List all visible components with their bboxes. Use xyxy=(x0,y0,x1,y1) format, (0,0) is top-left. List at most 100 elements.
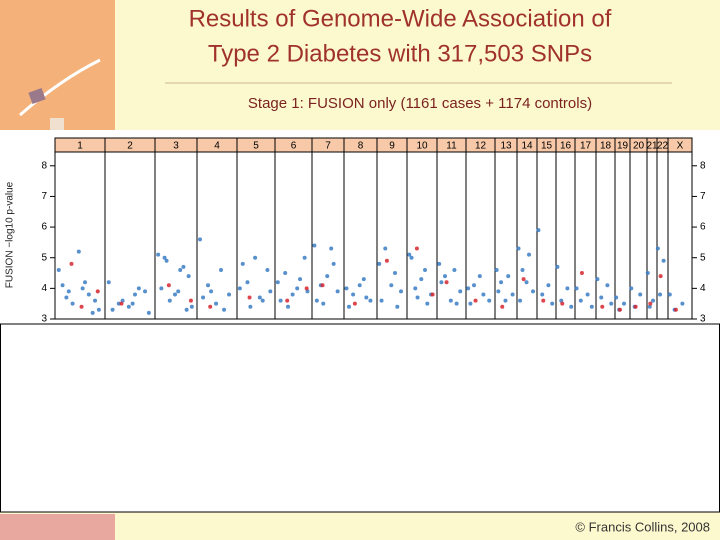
snp-point xyxy=(265,267,270,272)
snp-point xyxy=(166,283,171,288)
snp-point xyxy=(481,292,486,297)
snp-point xyxy=(633,304,638,309)
snp-point xyxy=(578,298,583,303)
snp-point xyxy=(617,307,622,312)
y-tick-label: 8 xyxy=(41,160,47,171)
snp-point xyxy=(275,280,280,285)
chromosome-label: 14 xyxy=(521,141,533,152)
snp-point xyxy=(283,271,288,276)
snp-point xyxy=(524,280,529,285)
snp-point xyxy=(555,264,560,269)
snp-point xyxy=(189,304,194,309)
snp-point xyxy=(425,301,430,306)
snp-point xyxy=(466,286,471,291)
snp-point xyxy=(95,289,100,294)
snp-point xyxy=(80,286,85,291)
y-tick-label: 7 xyxy=(41,191,47,202)
snp-point xyxy=(167,298,172,303)
snp-point xyxy=(527,252,532,257)
decor xyxy=(28,87,46,105)
snp-point xyxy=(541,298,546,303)
snp-point xyxy=(518,298,523,303)
snp-point xyxy=(257,295,262,300)
chromosome-label: 11 xyxy=(446,141,457,152)
snp-point xyxy=(414,246,419,251)
snp-point xyxy=(423,267,428,272)
snp-point xyxy=(454,301,459,306)
y-tick-label: 4 xyxy=(700,283,706,294)
snp-point xyxy=(320,283,325,288)
plot-background xyxy=(0,130,720,324)
snp-point xyxy=(304,286,309,291)
chromosome-label: 10 xyxy=(416,141,428,152)
snp-point xyxy=(471,283,476,288)
chromosome-label: 18 xyxy=(600,141,612,152)
snp-point xyxy=(146,310,151,315)
snp-point xyxy=(651,298,656,303)
snp-point xyxy=(130,301,135,306)
snp-point xyxy=(245,280,250,285)
snp-point xyxy=(325,274,330,279)
snp-point xyxy=(510,292,515,297)
snp-point xyxy=(253,255,258,260)
snp-point xyxy=(295,286,300,291)
snp-point xyxy=(352,301,357,306)
snp-point xyxy=(181,264,186,269)
snp-point xyxy=(384,258,389,263)
snp-point xyxy=(188,298,193,303)
snp-point xyxy=(164,258,169,263)
snp-point xyxy=(600,304,605,309)
snp-point xyxy=(159,286,164,291)
snp-point xyxy=(413,286,418,291)
snp-point xyxy=(64,295,69,300)
y-tick-label: 5 xyxy=(700,252,706,263)
blank-box xyxy=(0,323,720,513)
snp-point xyxy=(285,298,290,303)
snp-point xyxy=(208,304,213,309)
snp-point xyxy=(458,289,463,294)
y-tick-label: 3 xyxy=(41,314,47,325)
snp-point xyxy=(494,267,499,272)
snp-point xyxy=(500,304,505,309)
snp-point xyxy=(645,271,650,276)
snp-point xyxy=(648,301,653,306)
y-tick-label: 6 xyxy=(700,222,706,233)
snp-point xyxy=(106,280,111,285)
snp-point xyxy=(395,304,400,309)
snp-point xyxy=(473,298,478,303)
snp-point xyxy=(286,304,291,309)
snp-point xyxy=(536,228,541,233)
snp-point xyxy=(162,255,167,260)
snp-point xyxy=(531,289,536,294)
snp-point xyxy=(407,252,412,257)
snp-point xyxy=(647,304,652,309)
snp-point xyxy=(383,246,388,251)
y-axis-label: FUSION −log10 p-value xyxy=(5,181,16,288)
subtitle: Stage 1: FUSION only (1161 cases + 1174 … xyxy=(248,95,592,112)
snp-point xyxy=(379,298,384,303)
snp-point xyxy=(503,298,508,303)
snp-point xyxy=(83,280,88,285)
snp-point xyxy=(214,301,219,306)
snp-point xyxy=(520,267,525,272)
snp-point xyxy=(444,280,449,285)
snp-point xyxy=(70,301,75,306)
snp-point xyxy=(90,310,95,315)
snp-point xyxy=(298,277,303,282)
snp-point xyxy=(126,304,131,309)
chromosome-label: 12 xyxy=(475,141,487,152)
snp-point xyxy=(468,301,473,306)
snp-point xyxy=(658,292,663,297)
snp-point xyxy=(487,298,492,303)
snp-point xyxy=(312,243,317,248)
snp-point xyxy=(60,283,65,288)
snp-point xyxy=(96,307,101,312)
y-tick-label: 4 xyxy=(41,283,47,294)
snp-point xyxy=(331,261,336,266)
snp-point xyxy=(227,292,232,297)
snp-point xyxy=(201,295,206,300)
snp-point xyxy=(638,292,643,297)
footer-image xyxy=(0,514,115,540)
